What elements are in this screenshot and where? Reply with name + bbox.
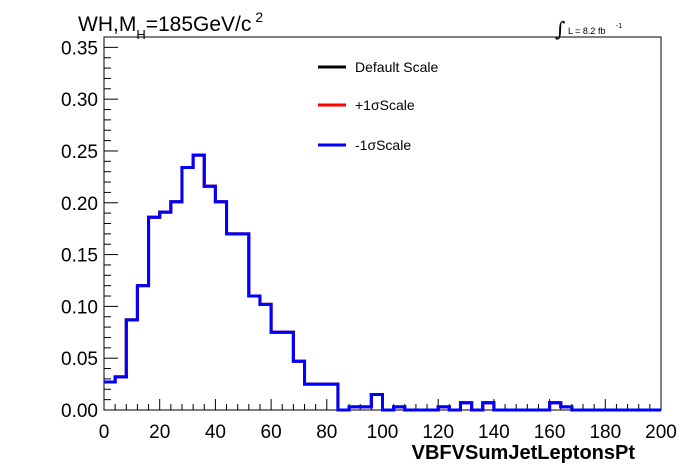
legend-entry-label: +1σScale [355, 97, 415, 113]
y-tick-label: 0.25 [61, 142, 98, 163]
series-line [104, 153, 661, 412]
luminosity-superscript: -1 [616, 23, 622, 30]
x-tick-label: 80 [316, 422, 337, 443]
chart-title: WH,MH=185GeV/c 2 [78, 9, 263, 42]
x-tick-label: 140 [478, 422, 510, 443]
series-line [104, 153, 661, 412]
legend-entry-label: -1σScale [355, 137, 411, 153]
series-line [104, 153, 661, 412]
y-tick-label: 0.15 [61, 246, 98, 267]
luminosity-label: ∫ L = 8.2 fb -1 [555, 17, 622, 41]
y-tick-label: 0.05 [61, 349, 98, 370]
plot-frame [103, 36, 662, 411]
y-tick-label: 0.10 [61, 297, 98, 318]
x-tick-label: 180 [589, 422, 621, 443]
x-tick-label: 60 [261, 422, 282, 443]
plot-axes: 0 20 40 60 80 100 120 140 160 180 200 0.00 0.05 0.10 0… [61, 36, 677, 443]
title-superscript: 2 [255, 9, 263, 25]
x-tick-label: 160 [534, 422, 566, 443]
x-tick-label: 0 [99, 422, 110, 443]
x-axis-label: VBFVSumJetLeptonsPt [412, 442, 636, 464]
title-value: =185GeV/c [146, 13, 252, 36]
legend-entry-label: Default Scale [355, 59, 438, 75]
plot-series [104, 153, 661, 412]
title-prefix: WH,M [78, 13, 136, 36]
title-subscript: H [136, 27, 145, 42]
x-tick-label: 120 [422, 422, 454, 443]
y-tick-label: 0.20 [61, 194, 98, 215]
y-tick-label: 0.35 [61, 38, 98, 59]
x-tick-label: 20 [149, 422, 170, 443]
y-tick-label: 0.00 [61, 401, 98, 422]
x-tick-label: 200 [645, 422, 677, 443]
x-tick-label: 40 [205, 422, 226, 443]
x-tick-label: 100 [367, 422, 399, 443]
y-tick-label: 0.30 [61, 90, 98, 111]
legend: Default Scale +1σScale -1σScale [318, 59, 438, 153]
luminosity-text: L = 8.2 fb [568, 26, 605, 36]
integral-symbol: ∫ [555, 17, 565, 41]
svg-text:WH,MH=185GeV/c2: WH,MH=185GeV/c 2 [78, 9, 263, 42]
